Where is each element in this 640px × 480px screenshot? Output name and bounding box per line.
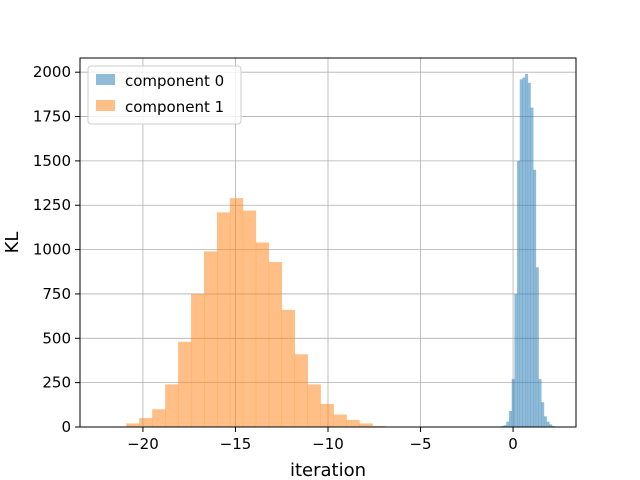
x-tick-label: −5 bbox=[409, 435, 431, 453]
y-tick-label: 250 bbox=[42, 374, 71, 392]
y-tick-label: 1750 bbox=[33, 108, 71, 126]
histogram-bar bbox=[517, 160, 521, 427]
histogram-bar bbox=[165, 384, 179, 427]
histogram-bar bbox=[216, 212, 231, 427]
histogram-bar bbox=[333, 414, 347, 427]
legend-swatch-component-1 bbox=[96, 100, 115, 111]
histogram-bar bbox=[139, 418, 153, 427]
series-1-bars bbox=[113, 198, 399, 427]
histogram-bar bbox=[346, 419, 360, 427]
histogram-bar bbox=[509, 411, 512, 427]
histogram-bar bbox=[546, 421, 550, 427]
histogram-bar bbox=[191, 293, 205, 427]
histogram-bar bbox=[519, 79, 523, 428]
histogram-bar bbox=[514, 293, 518, 427]
legend-label-component-1: component 1 bbox=[125, 98, 224, 116]
histogram-bar bbox=[320, 403, 334, 427]
y-tick-label: 2000 bbox=[33, 63, 71, 81]
histogram-bar bbox=[152, 409, 166, 427]
y-tick-label: 500 bbox=[42, 329, 71, 347]
histogram-bar bbox=[359, 423, 373, 427]
series-0-bars bbox=[498, 73, 561, 428]
histogram-bar bbox=[535, 267, 539, 427]
histogram-bar bbox=[229, 198, 244, 427]
y-tick-label: 750 bbox=[42, 285, 71, 303]
x-axis-ticks: −20 −15 −10 −5 0 bbox=[127, 427, 518, 453]
histogram-bar bbox=[538, 379, 542, 427]
histogram-bar bbox=[533, 169, 537, 428]
histogram-bar bbox=[530, 107, 534, 427]
histogram-bar bbox=[511, 379, 515, 427]
legend: component 0 component 1 bbox=[87, 65, 242, 125]
y-axis-ticks: 0 250 500 750 1000 1250 1500 1750 2000 bbox=[33, 63, 80, 436]
legend-swatch-component-0 bbox=[96, 74, 115, 85]
y-tick-label: 1250 bbox=[33, 196, 71, 214]
histogram-bar bbox=[204, 251, 218, 427]
histogram-bar bbox=[281, 309, 295, 427]
legend-label-component-0: component 0 bbox=[125, 72, 224, 90]
histogram-bar bbox=[541, 402, 545, 427]
y-tick-label: 0 bbox=[61, 418, 71, 436]
histogram-bar bbox=[506, 421, 510, 427]
legend-box bbox=[87, 65, 242, 125]
histogram-bar bbox=[527, 82, 531, 427]
y-tick-label: 1500 bbox=[33, 152, 71, 170]
y-tick-label: 1000 bbox=[33, 241, 71, 259]
histogram-bar bbox=[549, 424, 553, 427]
histogram-bar bbox=[294, 354, 308, 427]
histogram-bars bbox=[113, 73, 561, 428]
histogram-bar bbox=[503, 425, 507, 427]
histogram-bar bbox=[525, 73, 529, 428]
x-tick-label: −10 bbox=[312, 435, 344, 453]
histogram-bar bbox=[242, 210, 257, 427]
histogram-bar bbox=[178, 341, 192, 427]
histogram-bar bbox=[268, 262, 283, 427]
histogram-bar bbox=[126, 423, 140, 427]
histogram-bar bbox=[255, 242, 270, 427]
histogram-bar bbox=[522, 77, 526, 428]
x-tick-label: −15 bbox=[220, 435, 252, 453]
histogram-bar bbox=[307, 384, 321, 427]
x-axis-label: iteration bbox=[290, 460, 366, 480]
x-tick-label: 0 bbox=[508, 435, 518, 453]
histogram-bar bbox=[543, 416, 547, 427]
x-tick-label: −20 bbox=[127, 435, 159, 453]
y-axis-label: KL bbox=[2, 232, 23, 254]
